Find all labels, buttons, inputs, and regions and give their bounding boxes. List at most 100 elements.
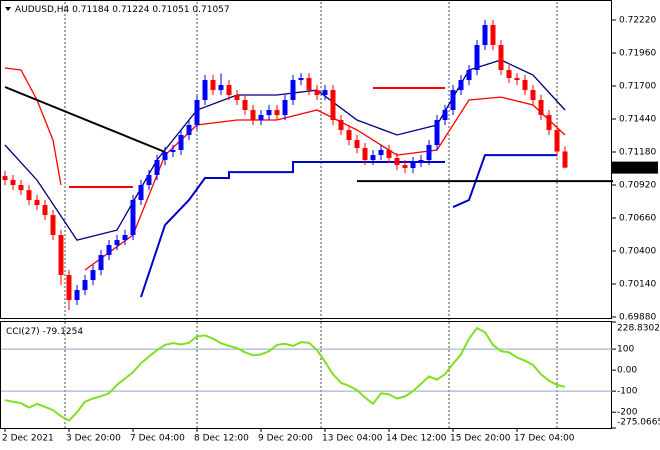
cci-line [4, 326, 566, 422]
close: 0.71057 [192, 5, 229, 15]
candle-body [74, 290, 80, 300]
candle-body [34, 199, 40, 206]
candle-body [402, 165, 408, 168]
y-tick-label: 0.70920 [619, 181, 656, 191]
candle-body [410, 162, 416, 168]
y-tick-label: -100 [617, 387, 638, 397]
x-tick-label: 3 Dec 20:00 [66, 434, 121, 444]
candle-body [10, 180, 16, 186]
candle-body [354, 140, 360, 149]
candle-body [42, 205, 48, 216]
candle-body [498, 45, 504, 71]
low: 0.71051 [152, 5, 189, 15]
drawn-line [4, 86, 166, 153]
symbol: AUDUSD,H4 0.71184 0.71224 0.71051 0.7105… [15, 5, 230, 15]
x-tick-label: 15 Dec 20:00 [450, 434, 511, 444]
candle-body [90, 270, 96, 281]
candle-body [434, 120, 440, 146]
candle-body [298, 78, 304, 81]
candle-body [546, 115, 552, 131]
candle-body [474, 45, 480, 71]
indicator-line [4, 59, 566, 241]
candle-body [18, 185, 24, 191]
candle-body [26, 190, 32, 200]
candle-body [338, 120, 344, 131]
candle-body [146, 174, 152, 186]
y-tick-label: 0.71960 [619, 49, 656, 59]
candle-body [418, 160, 424, 163]
candle-body [66, 274, 72, 300]
y-tick-label: 228.8302 [617, 324, 660, 334]
candle-body [442, 109, 448, 121]
y-tick-label: 0.70660 [619, 213, 656, 223]
candle-body [378, 149, 384, 156]
candle-body [186, 124, 192, 135]
candle-body [170, 149, 176, 153]
candle-body [234, 95, 240, 100]
candle-body [306, 78, 312, 91]
candle-body [514, 78, 520, 81]
y-tick-label: 0.69880 [619, 312, 656, 322]
candle-body [210, 80, 216, 91]
candle-body [530, 90, 536, 100]
menu-arrow[interactable] [5, 7, 11, 11]
cci-value: -79.1254 [43, 327, 84, 337]
y-tick-label: 0.71700 [619, 82, 656, 92]
x-tick-label: 8 Dec 12:00 [194, 434, 249, 444]
x-tick-label: 14 Dec 12:00 [386, 434, 447, 444]
symbol-name: AUDUSD,H4 [15, 5, 70, 15]
candle-body [314, 90, 320, 96]
candle-body [226, 84, 232, 96]
candle-body [274, 109, 280, 116]
candle-body [370, 155, 376, 160]
candle-body [562, 151, 568, 168]
candle-body [162, 152, 168, 160]
y-tick-label: 0.71180 [619, 148, 656, 158]
candle-body [242, 99, 248, 110]
y-tick-label: 0.70400 [619, 246, 656, 256]
candle-body [154, 160, 160, 175]
candle-body [554, 130, 560, 152]
x-tick-label: 2 Dec 2021 [2, 434, 54, 444]
candle-body [178, 134, 184, 150]
price-panel [0, 0, 612, 319]
candle-body [250, 109, 256, 121]
last-price-box [612, 161, 658, 174]
candle-body [458, 80, 464, 91]
candle-body [258, 115, 264, 121]
candle-body [98, 255, 104, 271]
candle-body [482, 24, 488, 46]
candle-body [490, 24, 496, 46]
last-price: 0.71057 [616, 163, 653, 173]
y-tick-label: -275.0665 [617, 418, 660, 428]
cci-name: CCI(27) [6, 327, 40, 337]
x-tick-label: 17 Dec 04:00 [514, 434, 575, 444]
candle-body [522, 80, 528, 91]
open: 0.71184 [72, 5, 109, 15]
candle-body [282, 99, 288, 116]
x-tick-label: 9 Dec 20:00 [258, 434, 313, 444]
y-tick-label: -200 [617, 408, 638, 418]
high: 0.71224 [112, 5, 149, 15]
y-tick-label: 0.00 [617, 366, 637, 376]
candle-body [346, 130, 352, 141]
candle-body [290, 80, 296, 100]
candle-body [506, 70, 512, 79]
candle-body [394, 157, 400, 166]
x-tick-label: 13 Dec 04:00 [322, 434, 383, 444]
candle-body [538, 99, 544, 116]
candle-body [386, 149, 392, 158]
y-tick-label: 0.70140 [619, 279, 656, 289]
candle-body [106, 245, 112, 256]
candle-body [218, 84, 224, 91]
candle-body [450, 90, 456, 110]
candle-body [50, 215, 56, 236]
candle-body [58, 235, 64, 275]
candle-body [82, 280, 88, 291]
candle-body [114, 240, 120, 246]
candle-body [266, 109, 272, 116]
candle-body [194, 99, 200, 125]
candle-body [426, 145, 432, 160]
cci-label: CCI(27) -79.1254 [6, 327, 83, 337]
